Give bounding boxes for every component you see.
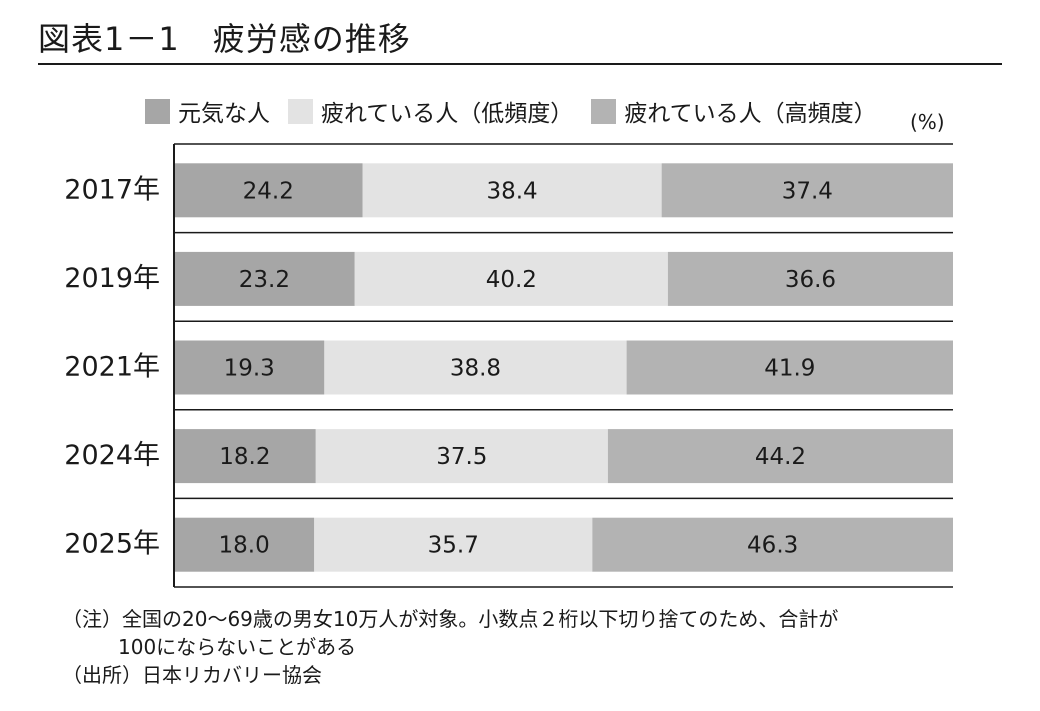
- data-label-low-4: 35.7: [428, 533, 479, 559]
- bar-genki-2: [174, 340, 325, 395]
- legend-item-low: 疲れている人（低頻度）: [288, 94, 573, 128]
- chart-title: 図表1－1 疲労感の推移: [38, 20, 411, 58]
- data-label-high-1: 36.6: [785, 267, 836, 293]
- legend-item-genki: 元気な人: [145, 94, 270, 128]
- unit-label: (%): [910, 110, 945, 134]
- bar-low-1: [354, 251, 668, 306]
- bar-genki-1: [174, 251, 355, 306]
- bar-low-3: [315, 429, 608, 484]
- data-label-genki-1: 23.2: [239, 267, 290, 293]
- data-label-low-3: 37.5: [436, 444, 487, 470]
- footnotes: （注）全国の20～69歳の男女10万人が対象。小数点２桁以下切り捨てのため、合計…: [62, 605, 838, 689]
- bar-high-0: [661, 163, 953, 218]
- data-label-low-2: 38.8: [450, 356, 501, 382]
- data-label-genki-3: 18.2: [219, 444, 270, 470]
- category-label-2: 2021年: [64, 352, 160, 383]
- bar-high-3: [607, 429, 953, 484]
- data-label-low-0: 38.4: [486, 178, 537, 204]
- bar-high-4: [592, 517, 953, 572]
- bar-high-1: [667, 251, 953, 306]
- data-label-high-4: 46.3: [747, 533, 798, 559]
- bar-low-4: [314, 517, 593, 572]
- data-label-genki-2: 19.3: [224, 356, 275, 382]
- bar-genki-4: [174, 517, 315, 572]
- legend-swatch-low: [288, 98, 313, 124]
- bar-genki-0: [174, 163, 363, 218]
- bar-high-2: [626, 340, 953, 395]
- data-label-high-3: 44.2: [755, 444, 806, 470]
- data-label-genki-0: 24.2: [243, 178, 294, 204]
- bar-low-2: [324, 340, 627, 395]
- legend-label-low: 疲れている人（低頻度）: [321, 101, 574, 127]
- legend-label-high: 疲れている人（高頻度）: [624, 101, 877, 127]
- category-label-4: 2025年: [64, 529, 160, 560]
- title-underline: [38, 63, 1002, 65]
- legend-item-high: 疲れている人（高頻度）: [591, 94, 877, 128]
- category-label-1: 2019年: [64, 263, 160, 294]
- category-label-3: 2024年: [64, 440, 160, 471]
- data-label-high-2: 41.9: [764, 356, 815, 382]
- bar-genki-3: [174, 429, 316, 484]
- footnote-note: （注）全国の20～69歳の男女10万人が対象。小数点２桁以下切り捨てのため、合計…: [62, 607, 839, 631]
- legend-label-genki: 元気な人: [178, 101, 270, 127]
- legend-swatch-high: [591, 98, 617, 124]
- data-label-genki-4: 18.0: [219, 533, 270, 559]
- legend-swatch-genki: [145, 98, 170, 124]
- bar-low-0: [362, 163, 662, 218]
- legend: 元気な人 疲れている人（低頻度） 疲れている人（高頻度）: [145, 94, 895, 128]
- data-label-low-1: 40.2: [486, 267, 537, 293]
- footnote-note-continued: 100にならないことがある: [118, 635, 357, 659]
- footnote-source: （出所）日本リカバリー協会: [62, 663, 322, 687]
- data-label-high-0: 37.4: [782, 178, 833, 204]
- category-label-0: 2017年: [64, 174, 160, 205]
